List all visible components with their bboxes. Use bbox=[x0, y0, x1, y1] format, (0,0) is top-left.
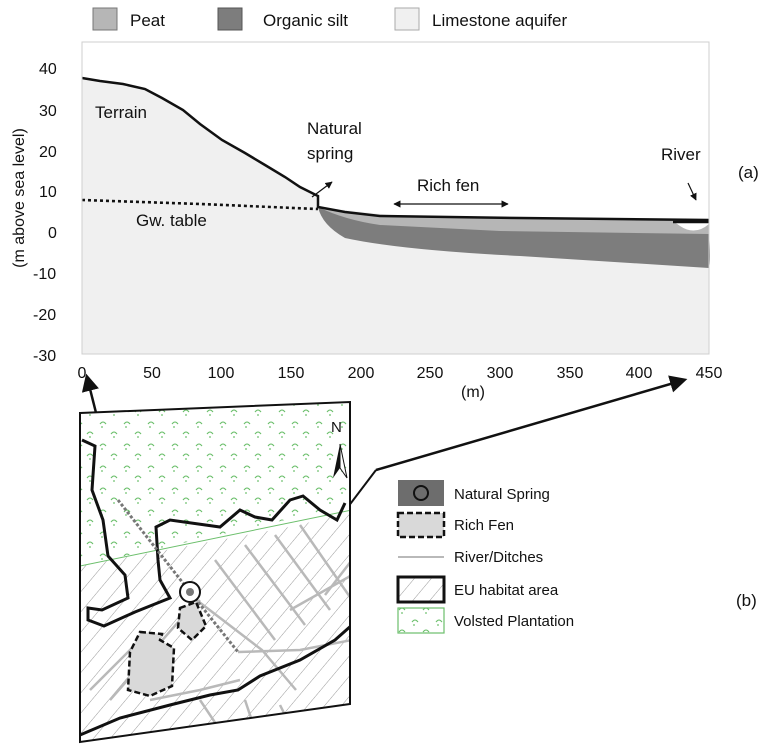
x-tick: 0 bbox=[78, 365, 87, 382]
spring-arrow bbox=[311, 181, 333, 198]
peat-label: Peat bbox=[130, 11, 165, 30]
x-tick: 400 bbox=[626, 365, 653, 382]
spring-legend-icon bbox=[413, 485, 429, 501]
y-tick: 30 bbox=[39, 103, 57, 120]
fen-legend-label: Rich Fen bbox=[454, 517, 514, 534]
habitat-legend-swatch bbox=[396, 575, 446, 604]
habitat-legend-label: EU habitat area bbox=[454, 582, 559, 599]
plot-frame bbox=[81, 41, 710, 355]
gw-table-label: Gw. table bbox=[136, 211, 207, 230]
x-tick: 50 bbox=[143, 365, 161, 382]
terrain-line bbox=[81, 76, 710, 222]
river-label: River bbox=[661, 145, 701, 164]
organic-silt-layer bbox=[318, 207, 710, 268]
x-tick: 350 bbox=[557, 365, 584, 382]
y-tick: 0 bbox=[48, 225, 57, 242]
map-legend: Natural Spring Rich Fen River/Ditches EU… bbox=[396, 480, 757, 634]
cross-section-panel: (m above sea level) (m) 40 30 20 10 0 -1… bbox=[11, 41, 759, 401]
panel-a-tag: (a) bbox=[738, 163, 759, 182]
x-tick: 300 bbox=[487, 365, 514, 382]
spring-legend-swatch bbox=[398, 480, 444, 506]
peat-layer bbox=[318, 207, 709, 234]
plantation-dots bbox=[80, 402, 350, 566]
x-tick: 100 bbox=[208, 365, 235, 382]
y-tick: 40 bbox=[39, 61, 57, 78]
map-frame bbox=[79, 400, 351, 744]
rich-fen-1 bbox=[126, 630, 176, 698]
y-tick-labels: 40 30 20 10 0 -10 -20 -30 bbox=[33, 61, 57, 365]
y-tick: -30 bbox=[33, 348, 56, 365]
ditch-legend-label: River/Ditches bbox=[454, 549, 543, 566]
plantation-legend-swatch bbox=[397, 607, 445, 634]
panel-b-tag: (b) bbox=[736, 591, 757, 610]
organic-silt-swatch bbox=[217, 7, 243, 31]
y-axis-label: (m above sea level) bbox=[11, 128, 28, 268]
north-arrow-icon: N bbox=[331, 419, 348, 479]
map-panel: N bbox=[79, 400, 351, 744]
peat-swatch bbox=[92, 7, 118, 31]
x-tick: 150 bbox=[278, 365, 305, 382]
limestone-label: Limestone aquifer bbox=[432, 11, 567, 30]
y-tick: -10 bbox=[33, 266, 56, 283]
spring-legend-label: Natural Spring bbox=[454, 486, 550, 503]
north-label: N bbox=[331, 419, 342, 436]
x-tick: 200 bbox=[348, 365, 375, 382]
limestone-swatch bbox=[394, 7, 420, 31]
plantation-legend-label: Volsted Plantation bbox=[454, 613, 574, 630]
organic-silt-label: Organic silt bbox=[263, 11, 348, 30]
habitat-boundary-bottom bbox=[80, 623, 350, 737]
plantation-boundary bbox=[80, 509, 350, 567]
y-tick: 20 bbox=[39, 144, 57, 161]
y-tick: 10 bbox=[39, 184, 57, 201]
fen-legend-swatch bbox=[396, 511, 446, 539]
natural-spring-inner bbox=[186, 588, 194, 596]
river-arrow bbox=[687, 182, 697, 201]
x-tick: 250 bbox=[417, 365, 444, 382]
natural-spring-label-2: spring bbox=[307, 144, 353, 163]
river-channel bbox=[673, 221, 709, 231]
natural-spring-label-1: Natural bbox=[307, 119, 362, 138]
y-tick: -20 bbox=[33, 307, 56, 324]
habitat-boundary bbox=[81, 438, 347, 628]
rich-fen-2 bbox=[176, 600, 208, 642]
rich-fen-label: Rich fen bbox=[417, 176, 479, 195]
link-arrow-right-top bbox=[375, 375, 688, 472]
terrain-label: Terrain bbox=[95, 103, 147, 122]
x-axis-label: (m) bbox=[461, 384, 485, 401]
x-tick: 450 bbox=[696, 365, 723, 382]
sky-area bbox=[82, 42, 709, 222]
top-legend: Peat Organic silt Limestone aquifer bbox=[92, 7, 567, 31]
x-tick-labels: 0 50 100 150 200 250 300 350 400 450 bbox=[78, 365, 723, 382]
